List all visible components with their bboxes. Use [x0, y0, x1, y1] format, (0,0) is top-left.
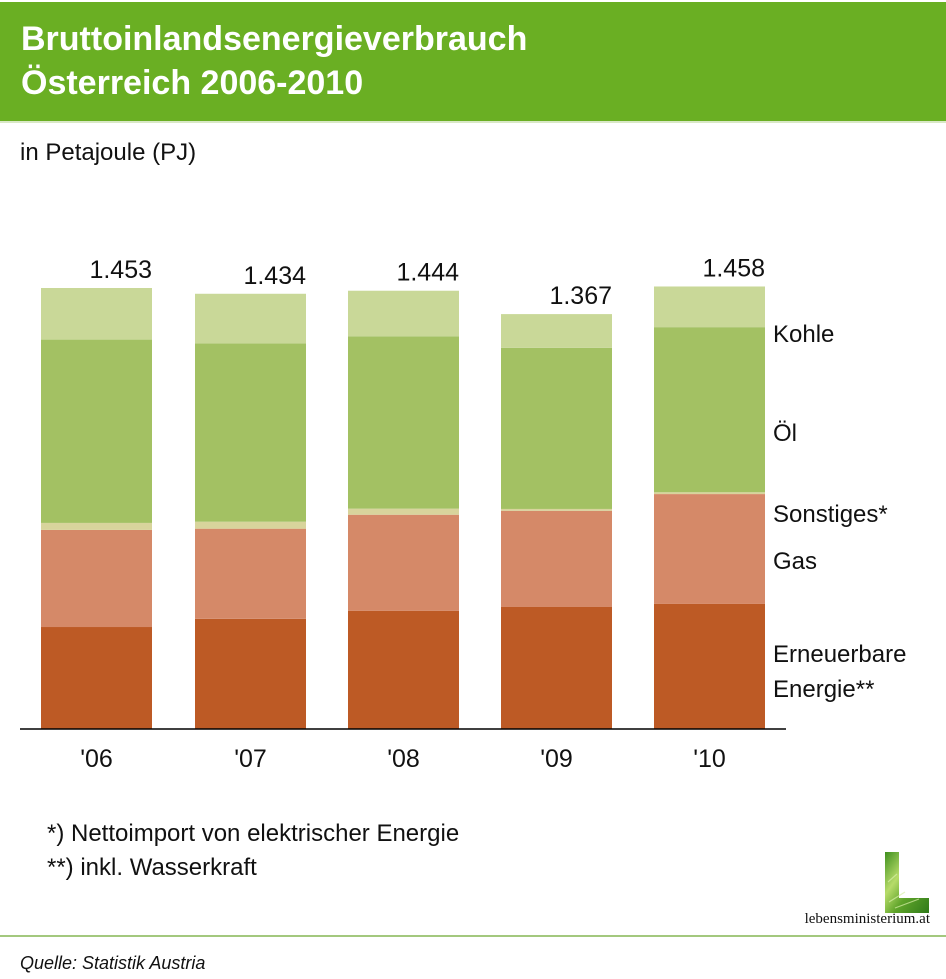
x-tick-label: '08 — [387, 745, 420, 773]
title-banner — [0, 2, 946, 121]
bar-segment-erneuerbareenergie-10 — [654, 603, 765, 729]
bar-segment-sonstiges-09 — [501, 508, 612, 511]
bar-segment-erneuerbareenergie-08 — [348, 610, 459, 729]
bar-segment-gas-09 — [501, 510, 612, 607]
bar-segment-sonstiges-10 — [654, 492, 765, 495]
series-label: Kohle — [773, 321, 834, 348]
x-tick-label: '06 — [80, 745, 113, 773]
bars-group — [41, 286, 765, 729]
bar-segment-l-10 — [654, 327, 765, 493]
x-tick-label: '07 — [234, 745, 267, 773]
bar-segment-kohle-07 — [195, 293, 306, 344]
series-label: Erneuerbare — [773, 641, 906, 668]
total-label: 1.453 — [89, 256, 152, 284]
bar-segment-gas-06 — [41, 529, 152, 628]
bar-segment-gas-08 — [348, 514, 459, 611]
total-label: 1.434 — [243, 262, 306, 290]
logo-text: lebensministerium.at — [804, 911, 930, 927]
bar-segment-kohle-10 — [654, 286, 765, 328]
unit-subtitle: in Petajoule (PJ) — [20, 139, 197, 166]
lebensministerium-logo-icon — [885, 852, 929, 913]
stacked-bar-chart: 1.453 1.434 1.444 1.367 1.458 '06 '07 '08 '09 '1… — [20, 255, 906, 773]
series-label: Energie** — [773, 676, 874, 703]
footer-divider — [0, 935, 946, 937]
chart-title-line1: Bruttoinlandsenergieverbrauch — [21, 20, 528, 58]
series-labels-group: Erneuerbare Energie** Gas Sonstiges* Öl Kohle — [773, 321, 906, 703]
bar-segment-gas-07 — [195, 528, 306, 619]
bar-segment-kohle-06 — [41, 288, 152, 340]
bar-segment-erneuerbareenergie-06 — [41, 627, 152, 729]
footnote-sonstiges: *) Nettoimport von elektrischer Energie — [47, 820, 460, 847]
title-banner-underline — [0, 121, 946, 123]
bar-segment-sonstiges-07 — [195, 521, 306, 529]
total-labels-group: 1.453 1.434 1.444 1.367 1.458 — [89, 255, 765, 311]
total-label: 1.458 — [702, 255, 765, 283]
series-label: Gas — [773, 548, 817, 575]
series-label: Öl — [773, 420, 797, 447]
bar-segment-erneuerbareenergie-07 — [195, 618, 306, 729]
bar-segment-kohle-08 — [348, 290, 459, 337]
bar-segment-sonstiges-08 — [348, 508, 459, 515]
chart-title-line2: Österreich 2006-2010 — [21, 64, 364, 102]
x-tick-label: '10 — [693, 745, 726, 773]
bar-segment-l-09 — [501, 347, 612, 509]
bar-segment-erneuerbareenergie-09 — [501, 606, 612, 729]
total-label: 1.367 — [549, 282, 612, 310]
total-label: 1.444 — [396, 259, 459, 287]
bar-segment-kohle-09 — [501, 314, 612, 348]
x-tick-label: '09 — [540, 745, 573, 773]
bar-segment-sonstiges-06 — [41, 522, 152, 530]
bar-segment-gas-10 — [654, 494, 765, 604]
source-note: Quelle: Statistik Austria — [20, 953, 206, 973]
footnote-erneuerbare: **) inkl. Wasserkraft — [47, 854, 257, 881]
bar-segment-l-08 — [348, 336, 459, 509]
bar-segment-l-06 — [41, 339, 152, 523]
bar-segment-l-07 — [195, 343, 306, 522]
series-label: Sonstiges* — [773, 501, 888, 528]
x-tick-labels-group: '06 '07 '08 '09 '10 — [80, 745, 726, 773]
